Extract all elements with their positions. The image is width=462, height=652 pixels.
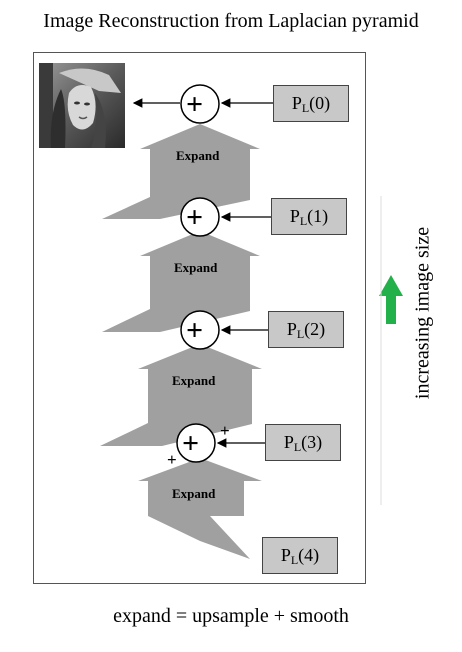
pyramid-level-box-3: PL(3) <box>265 424 341 461</box>
pyramid-level-box-2: PL(2) <box>268 311 344 348</box>
level-arg: (2) <box>304 319 326 339</box>
level-sub: L <box>299 214 308 228</box>
level-prefix: P <box>283 432 294 452</box>
level-arg: (3) <box>301 432 323 452</box>
expand-arrow-2 <box>102 231 260 332</box>
side-label: increasing image size <box>404 211 442 415</box>
adder-circle-2 <box>180 310 220 350</box>
adder-plus-0: + <box>186 88 204 121</box>
side-label-text: increasing image size <box>411 226 434 400</box>
up-arrow-icon <box>379 275 403 324</box>
expand-label-4: Expand <box>172 486 216 501</box>
level-arg: (1) <box>307 206 329 226</box>
level-arg: (4) <box>298 545 320 565</box>
diagram-frame <box>33 52 366 584</box>
level-sub: L <box>290 553 299 567</box>
pyramid-level-box-4: PL(4) <box>262 537 338 574</box>
adder-plus-2: + <box>186 314 204 347</box>
footer-caption: expand = upsample + smooth <box>113 605 349 627</box>
pyramid-level-box-0: PL(0) <box>273 85 349 122</box>
expand-arrow-1 <box>102 124 260 219</box>
adder-circle-0 <box>180 84 220 124</box>
level-prefix: P <box>280 545 291 565</box>
reconstructed-image <box>39 63 125 148</box>
level-prefix: P <box>289 206 300 226</box>
level-prefix: P <box>286 319 297 339</box>
expand-label-2: Expand <box>174 260 218 275</box>
adder-circle-3 <box>176 423 216 463</box>
level-arg: (0) <box>309 93 331 113</box>
level-sub: L <box>293 440 302 454</box>
expand-label-1: Expand <box>176 148 220 163</box>
adder-plus-3: + <box>182 427 200 460</box>
expand-arrow-3 <box>100 344 262 446</box>
input-sign-right: + <box>220 421 230 440</box>
pyramid-level-box-1: PL(1) <box>271 198 347 235</box>
level-prefix: P <box>291 93 302 113</box>
level-sub: L <box>296 327 305 341</box>
adder-plus-1: + <box>186 201 204 234</box>
adder-circle-1 <box>180 197 220 237</box>
level-sub: L <box>301 101 310 115</box>
diagram-title: Image Reconstruction from Laplacian pyra… <box>43 10 419 32</box>
input-sign-bottom: + <box>167 450 177 469</box>
expand-arrow-4 <box>138 458 262 559</box>
expand-label-3: Expand <box>172 373 216 388</box>
